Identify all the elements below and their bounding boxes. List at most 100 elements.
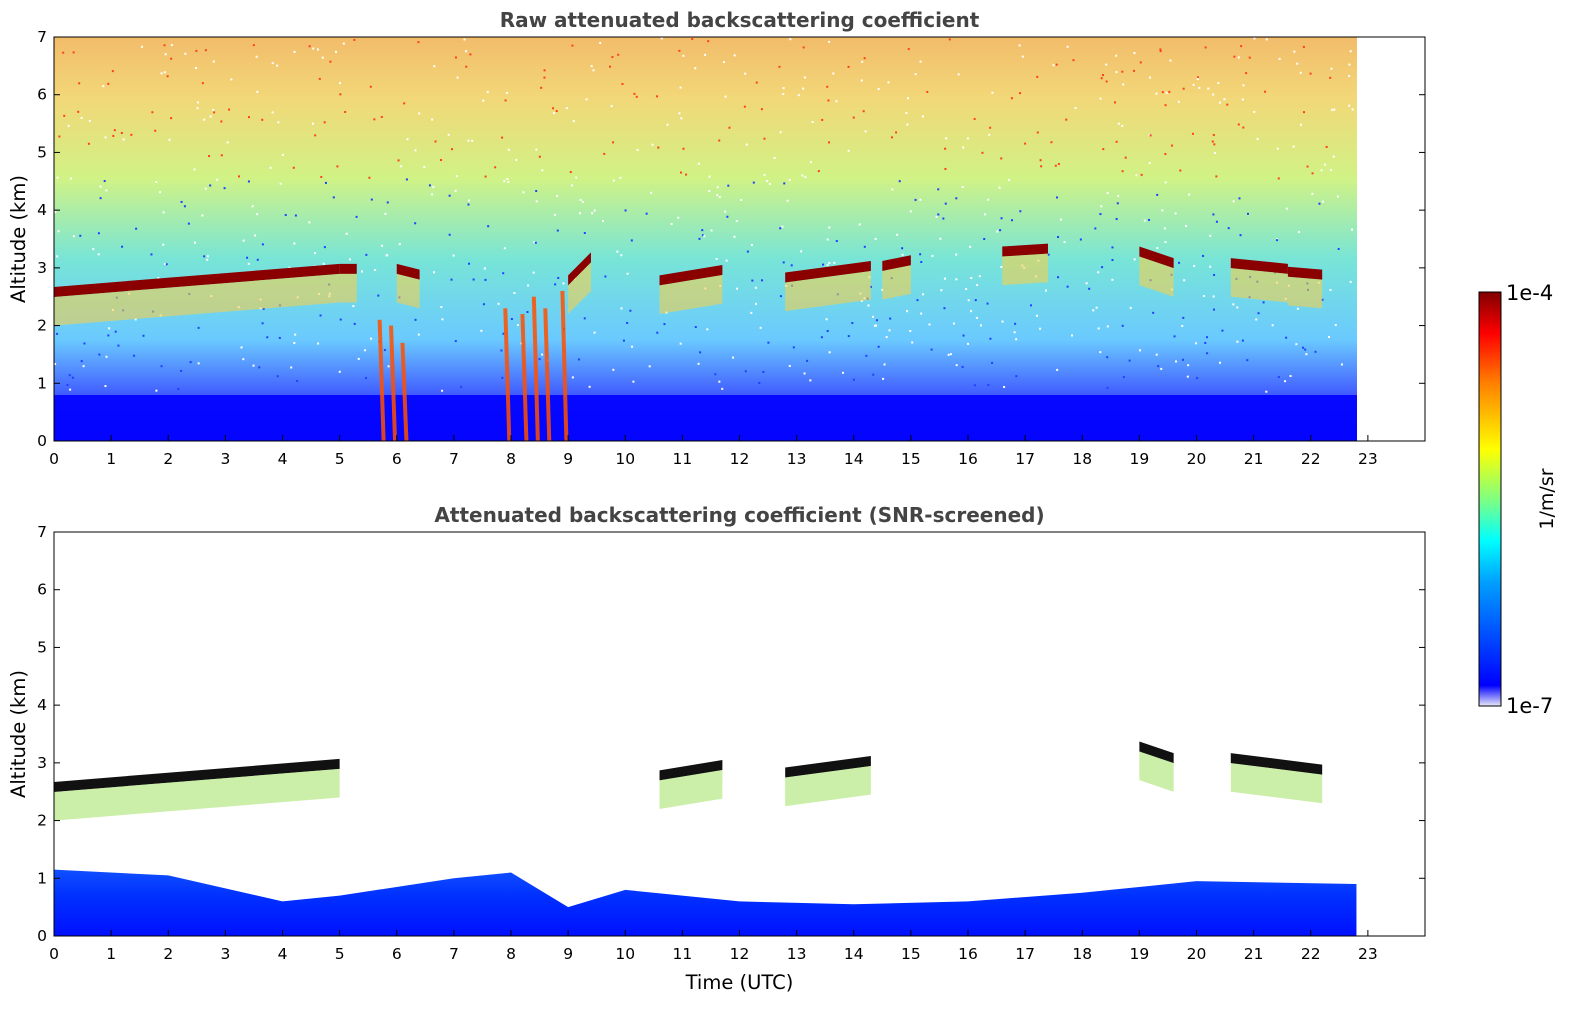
noise-pixel (603, 152, 606, 155)
noise-pixel (399, 165, 402, 168)
y-tick-label: 6 (37, 86, 47, 104)
noise-pixel (1236, 306, 1239, 309)
noise-pixel (1122, 376, 1125, 379)
noise-pixel (860, 299, 863, 302)
noise-pixel (504, 99, 507, 102)
noise-pixel (247, 262, 250, 265)
noise-pixel (1099, 351, 1102, 354)
precip-streak (400, 342, 409, 441)
noise-pixel (678, 112, 681, 115)
noise-pixel (718, 139, 721, 142)
panel-title: Attenuated backscattering coefficient (S… (434, 503, 1044, 527)
noise-pixel (122, 138, 125, 141)
noise-pixel (948, 38, 951, 41)
x-tick-label: 15 (901, 945, 921, 963)
noise-pixel (293, 242, 296, 245)
x-tick-label: 18 (1072, 450, 1092, 468)
noise-pixel (694, 326, 697, 329)
noise-pixel (1253, 110, 1256, 113)
noise-pixel (1155, 92, 1158, 95)
noise-pixel (1129, 306, 1132, 309)
noise-pixel (1306, 165, 1309, 168)
noise-pixel (920, 312, 923, 315)
noise-pixel (582, 200, 585, 203)
noise-pixel (1007, 179, 1010, 182)
noise-pixel (160, 365, 163, 368)
noise-pixel (320, 175, 323, 178)
noise-pixel (926, 90, 929, 93)
noise-pixel (724, 95, 727, 98)
x-tick-label: 11 (673, 450, 693, 468)
noise-pixel (160, 72, 163, 75)
noise-pixel (1106, 325, 1109, 328)
noise-pixel (1117, 195, 1120, 198)
noise-pixel (240, 346, 243, 349)
x-tick-label: 8 (506, 450, 516, 468)
noise-pixel (1351, 228, 1354, 231)
noise-pixel (1193, 265, 1196, 268)
cloud-fallstreak (339, 273, 357, 303)
noise-pixel (1036, 75, 1039, 78)
noise-pixel (677, 216, 680, 219)
x-tick-label: 8 (506, 945, 516, 963)
noise-pixel (526, 311, 529, 314)
noise-pixel (847, 65, 850, 68)
noise-pixel (1321, 298, 1324, 301)
noise-pixel (1227, 227, 1230, 230)
noise-pixel (955, 364, 958, 367)
noise-pixel (1102, 148, 1105, 151)
noise-pixel (203, 255, 206, 258)
noise-pixel (735, 219, 738, 222)
cloud-layer (1287, 266, 1323, 280)
noise-pixel (440, 306, 443, 309)
noise-pixel (1297, 230, 1300, 233)
noise-pixel (82, 365, 85, 368)
noise-pixel (588, 385, 591, 388)
noise-pixel (414, 222, 417, 225)
noise-pixel (1003, 385, 1006, 388)
noise-pixel (862, 110, 865, 113)
noise-pixel (117, 344, 120, 347)
noise-pixel (1192, 83, 1195, 86)
noise-pixel (170, 57, 173, 60)
noise-pixel (254, 234, 257, 237)
noise-pixel (386, 254, 389, 257)
noise-pixel (189, 361, 192, 364)
noise-pixel (72, 235, 75, 238)
noise-pixel (716, 194, 719, 197)
noise-pixel (616, 250, 619, 253)
noise-pixel (193, 168, 196, 171)
noise-pixel (262, 307, 265, 310)
noise-pixel (1039, 159, 1042, 162)
noise-pixel (121, 245, 124, 248)
noise-pixel (258, 366, 261, 369)
noise-pixel (296, 380, 299, 383)
noise-pixel (1122, 83, 1125, 86)
noise-pixel (431, 193, 434, 196)
noise-pixel (579, 198, 582, 201)
noise-pixel (1348, 104, 1351, 107)
noise-pixel (828, 141, 831, 144)
noise-pixel (507, 181, 510, 184)
noise-pixel (1325, 145, 1328, 148)
noise-pixel (353, 38, 356, 41)
x-tick-label: 3 (220, 945, 230, 963)
noise-pixel (685, 173, 688, 176)
noise-pixel (1277, 376, 1280, 379)
noise-pixel (975, 316, 978, 319)
noise-pixel (1000, 157, 1003, 160)
noise-pixel (973, 117, 976, 120)
noise-pixel (104, 136, 107, 139)
noise-pixel (788, 364, 791, 367)
noise-pixel (1276, 239, 1279, 242)
noise-pixel (779, 295, 782, 298)
noise-pixel (369, 85, 372, 88)
noise-pixel (1036, 131, 1039, 134)
noise-pixel (1156, 247, 1159, 250)
noise-pixel (348, 258, 351, 261)
noise-pixel (541, 169, 544, 172)
noise-pixel (1327, 335, 1330, 338)
noise-pixel (62, 51, 65, 54)
noise-pixel (861, 60, 864, 63)
